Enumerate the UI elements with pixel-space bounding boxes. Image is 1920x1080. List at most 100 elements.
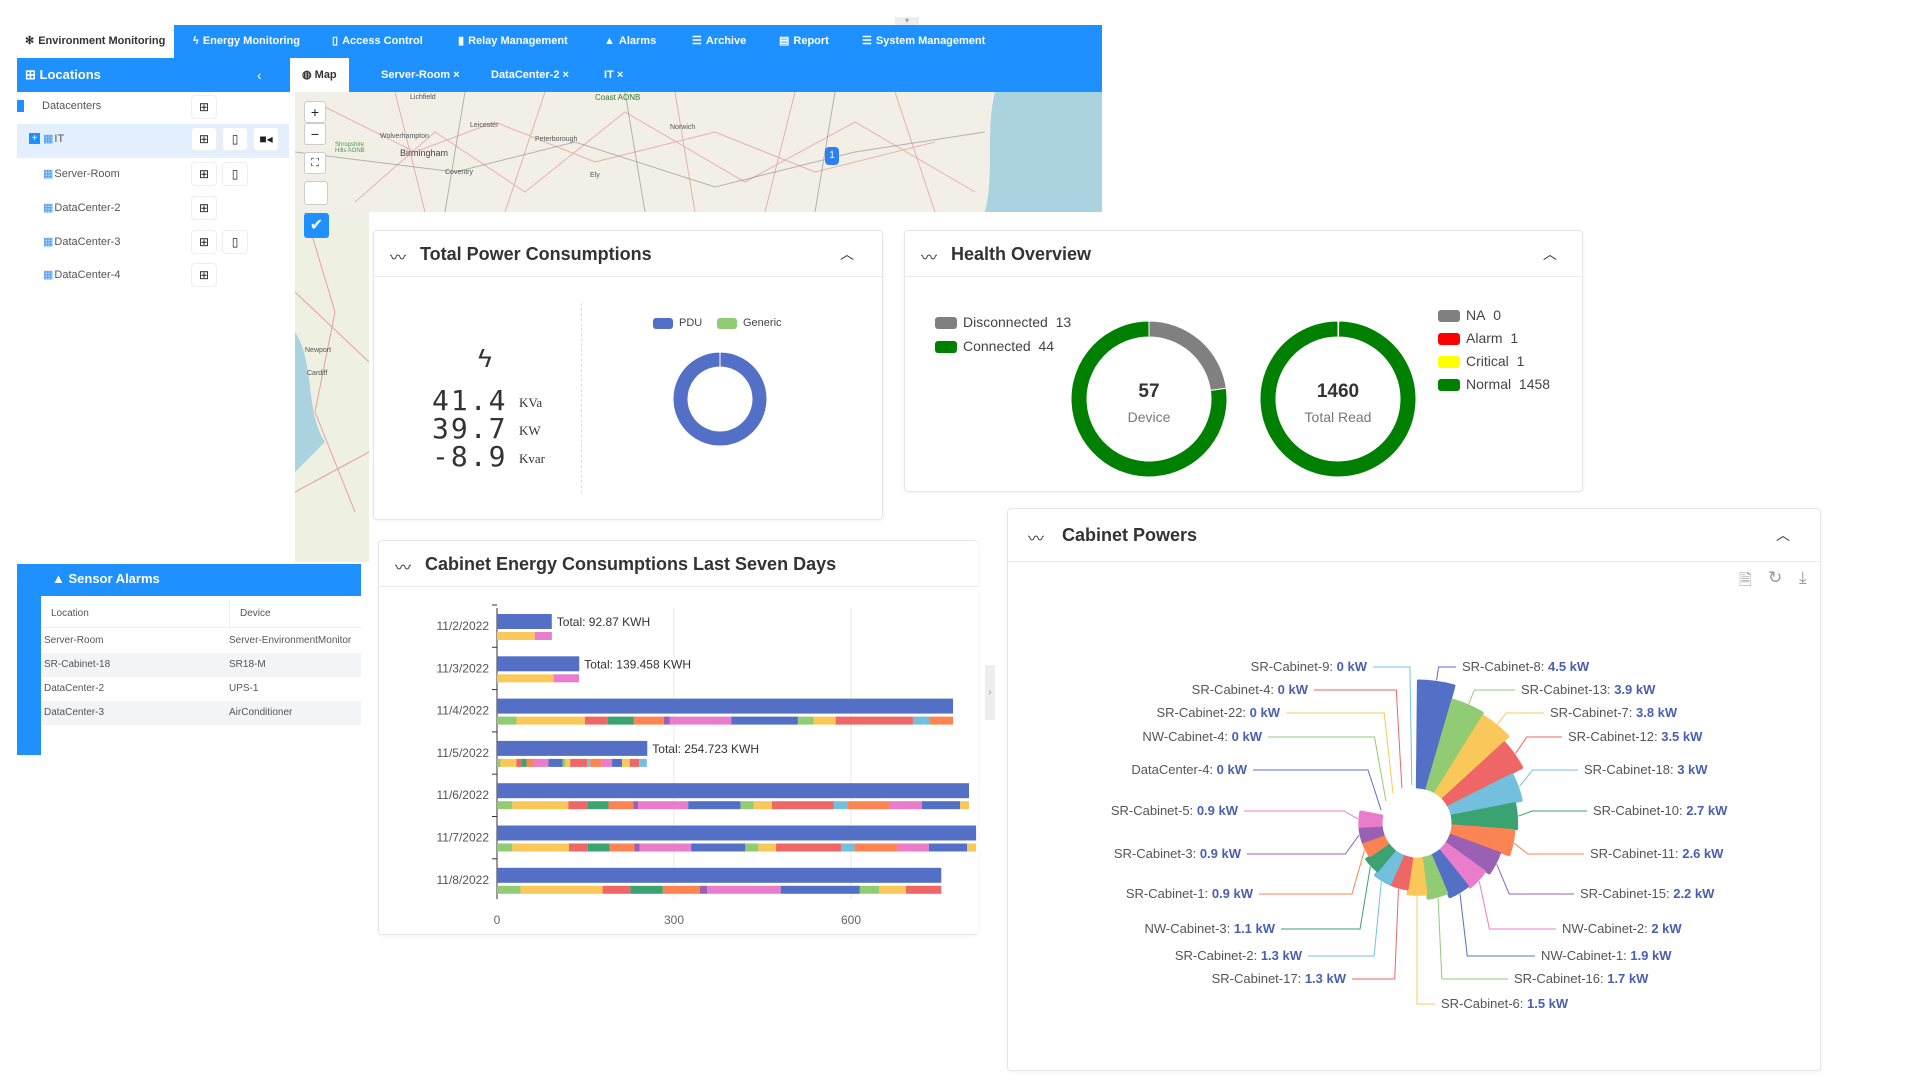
table-header: Location Device xyxy=(41,600,361,628)
leader-line xyxy=(1286,712,1394,794)
tree-item-datacenter-2[interactable]: ▦DataCenter-2 ⊞ xyxy=(17,193,289,227)
health-overview-panel: 〰 Health Overview ︿ Disconnected 13 Conn… xyxy=(904,230,1583,492)
table-view-button[interactable]: ⊞ xyxy=(191,196,217,220)
tab-it[interactable]: IT × xyxy=(604,69,624,81)
segment-bar xyxy=(905,885,942,894)
total-label: Total: 254.723 KWH xyxy=(652,742,759,756)
table-row[interactable]: SR-Cabinet-18 SR18-M xyxy=(41,653,361,677)
legend-normal[interactable]: Normal 1458 xyxy=(1438,376,1550,392)
sub-header: ⊞ Locations ‹ ◍ Map Server-Room × DataCe… xyxy=(17,58,1102,92)
segment-bar xyxy=(607,716,634,725)
building-icon: ▦ xyxy=(43,269,54,281)
table-row[interactable]: DataCenter-2 UPS-1 xyxy=(44,683,259,694)
warning-icon: ▲ xyxy=(52,571,69,586)
refresh-icon[interactable]: ↻ xyxy=(1768,568,1783,587)
slice-label: SR-Cabinet-17: 1.3 kW xyxy=(1212,971,1347,986)
legend-alarm[interactable]: Alarm 1 xyxy=(1438,330,1518,346)
layer-control[interactable] xyxy=(304,181,328,205)
tree-icon: ⊞ xyxy=(25,67,40,82)
snowflake-icon: ✻ xyxy=(25,35,35,47)
nav-relay-management[interactable]: ▮ Relay Management xyxy=(458,35,568,47)
segment-bar xyxy=(512,801,569,810)
fullscreen-button[interactable]: ⛶ xyxy=(304,152,326,174)
map-view-continued[interactable]: Newport Cardiff ✔ xyxy=(295,212,369,562)
legend-generic[interactable]: Generic xyxy=(717,317,782,329)
category-label: 11/7/2022 xyxy=(437,831,490,845)
tab-server-room[interactable]: Server-Room × xyxy=(381,69,460,81)
close-icon[interactable]: × xyxy=(562,69,569,81)
collapse-chevron-icon[interactable]: ︿ xyxy=(1776,527,1790,543)
nav-report[interactable]: ▤ Report xyxy=(779,35,829,47)
table-row[interactable]: Server-Room Server-EnvironmentMonitor xyxy=(44,635,352,646)
collapse-chevron-icon[interactable]: ︿ xyxy=(1543,246,1557,262)
rose-slice xyxy=(1358,810,1384,828)
map-view-button[interactable]: ▯ xyxy=(222,127,248,151)
slice-label: SR-Cabinet-13: 3.9 kW xyxy=(1521,682,1656,697)
door-icon: ▯ xyxy=(332,35,339,47)
table-view-button[interactable]: ⊞ xyxy=(191,95,217,119)
collapse-chevron-icon[interactable]: ︿ xyxy=(840,246,854,262)
leader-line xyxy=(1478,880,1556,930)
tab-map[interactable]: ◍ Map xyxy=(290,58,349,92)
nav-system-management[interactable]: ☰ System Management xyxy=(862,35,986,47)
layer-checkbox[interactable]: ✔ xyxy=(304,213,329,238)
close-icon[interactable]: × xyxy=(616,69,624,81)
zoom-in-button[interactable]: + xyxy=(304,101,326,123)
zoom-out-button[interactable]: − xyxy=(304,123,326,145)
reads-slice xyxy=(1259,320,1417,478)
leader-line xyxy=(1281,866,1371,930)
segment-bar xyxy=(780,885,860,894)
nav-environment-monitoring[interactable]: ✻ Environment Monitoring xyxy=(17,25,174,58)
leader-line xyxy=(1496,864,1574,895)
map-view[interactable]: Lichfield Leicester Wolverhampton Birmin… xyxy=(295,92,1102,212)
legend-pdu[interactable]: PDU xyxy=(653,317,702,329)
tree-item-datacenters[interactable]: Datacenters ⊞ xyxy=(17,92,289,126)
map-tiles xyxy=(295,212,369,513)
table-view-button[interactable]: ⊞ xyxy=(191,230,217,254)
nav-access-control[interactable]: ▯ Access Control xyxy=(332,35,423,47)
segment-bar xyxy=(731,716,798,725)
tree-item-server-room[interactable]: ▦Server-Room ⊞ ▯ xyxy=(17,159,289,193)
nav-alarms[interactable]: ▲ Alarms xyxy=(604,35,657,47)
close-icon[interactable]: × xyxy=(453,69,460,81)
nav-archive[interactable]: ☰ Archive xyxy=(692,35,747,47)
sliders-icon: ☰ xyxy=(692,35,702,47)
legend-na[interactable]: NA 0 xyxy=(1438,307,1501,323)
table-row[interactable]: DataCenter-3 AirConditioner xyxy=(41,701,361,725)
segment-bar xyxy=(497,674,554,683)
leader-line xyxy=(1513,842,1584,855)
segment-bar xyxy=(512,843,569,852)
table-view-button[interactable]: ⊞ xyxy=(191,127,217,151)
segment-bar xyxy=(526,758,534,767)
download-icon[interactable]: ⤓ xyxy=(1799,568,1807,587)
slice-label: NW-Cabinet-2: 2 kW xyxy=(1562,921,1682,936)
tree-item-it[interactable]: + ▦IT ⊞ ▯ ■◂ xyxy=(17,124,289,158)
tab-datacenter-2[interactable]: DataCenter-2 × xyxy=(491,69,569,81)
kva-reading: 41.4 xyxy=(432,384,508,417)
camera-button[interactable]: ■◂ xyxy=(253,127,279,151)
table-view-button[interactable]: ⊞ xyxy=(191,263,217,287)
segment-bar xyxy=(691,843,746,852)
table-view-button[interactable]: ⊞ xyxy=(191,162,217,186)
tree-item-datacenter-3[interactable]: ▦DataCenter-3 ⊞ ▯ xyxy=(17,227,289,261)
legend-critical[interactable]: Critical 1 xyxy=(1438,353,1524,369)
tree-item-datacenter-4[interactable]: ▦DataCenter-4 ⊞ xyxy=(17,260,289,294)
collapse-node-icon[interactable] xyxy=(17,100,24,112)
expand-node-icon[interactable]: + xyxy=(29,133,40,144)
collapse-sidebar-button[interactable]: ‹ xyxy=(257,67,262,83)
scroll-handle[interactable]: › xyxy=(985,665,995,720)
reads-total: 1460 xyxy=(1316,381,1360,402)
map-view-button[interactable]: ▯ xyxy=(222,162,248,186)
nav-energy-monitoring[interactable]: ϟ Energy Monitoring xyxy=(193,35,300,47)
x-tick-label: 600 xyxy=(841,913,861,927)
segment-bar xyxy=(633,801,639,810)
legend-connected[interactable]: Connected 44 xyxy=(935,338,1054,354)
total-label: Total: 92.87 KWH xyxy=(557,615,650,629)
map-view-button[interactable]: ▯ xyxy=(222,230,248,254)
segment-bar xyxy=(608,801,634,810)
legend-disconnected[interactable]: Disconnected 13 xyxy=(935,314,1071,330)
top-handle[interactable]: ▾ xyxy=(895,17,919,27)
data-view-icon[interactable]: 🗎 xyxy=(1739,572,1752,589)
map-marker[interactable]: 1 xyxy=(825,147,839,165)
total-power-panel: 〰 Total Power Consumptions ︿ ϟ 41.4 KVa … xyxy=(373,230,883,520)
